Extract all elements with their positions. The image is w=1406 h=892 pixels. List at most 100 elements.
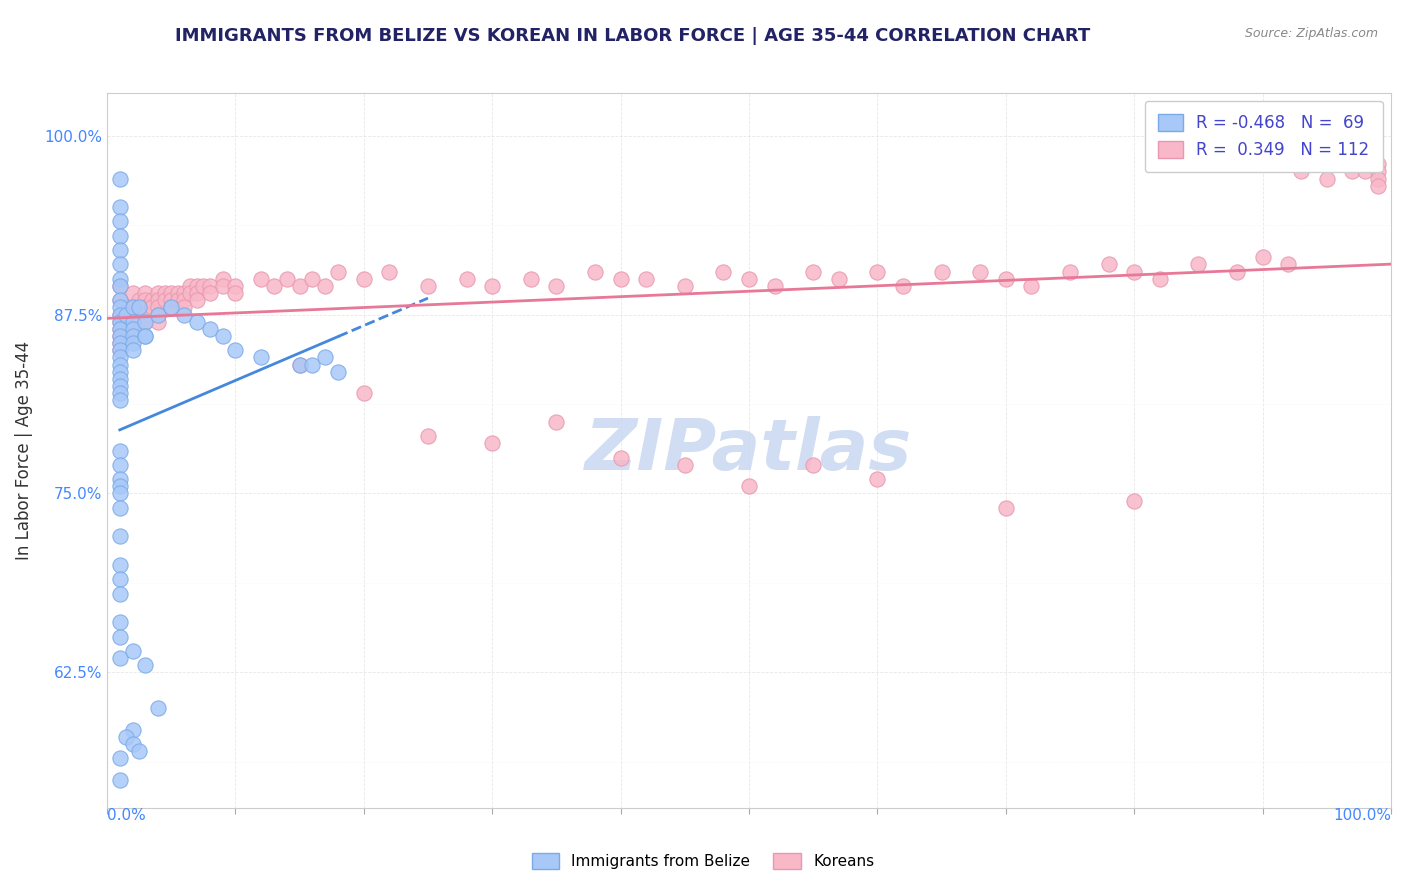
Point — [134, 308, 156, 322]
Point — [148, 293, 170, 308]
Point — [546, 415, 568, 429]
Point — [108, 651, 131, 665]
Point — [1187, 257, 1209, 271]
Point — [134, 315, 156, 329]
Point — [673, 458, 696, 472]
Point — [148, 301, 170, 315]
Point — [108, 214, 131, 228]
Point — [108, 472, 131, 486]
Point — [134, 658, 156, 673]
Point — [211, 271, 233, 285]
Point — [128, 308, 150, 322]
Point — [108, 386, 131, 401]
Point — [108, 529, 131, 543]
Point — [186, 293, 208, 308]
Point — [141, 293, 163, 308]
Point — [456, 271, 478, 285]
Point — [121, 315, 143, 329]
Point — [108, 751, 131, 765]
Legend: R = -0.468   N =  69, R =  0.349   N = 112: R = -0.468 N = 69, R = 0.349 N = 112 — [1144, 101, 1382, 172]
Point — [186, 279, 208, 293]
Text: 100.0%: 100.0% — [1333, 808, 1391, 823]
Point — [108, 573, 131, 587]
Point — [1021, 279, 1043, 293]
Point — [108, 772, 131, 787]
Point — [738, 271, 761, 285]
Point — [108, 308, 131, 322]
Point — [1367, 171, 1389, 186]
Point — [1123, 264, 1146, 278]
Point — [1367, 157, 1389, 171]
Point — [128, 293, 150, 308]
Point — [128, 744, 150, 758]
Point — [115, 301, 138, 315]
Y-axis label: In Labor Force | Age 35-44: In Labor Force | Age 35-44 — [15, 341, 32, 560]
Point — [173, 301, 195, 315]
Point — [173, 308, 195, 322]
Point — [108, 322, 131, 336]
Point — [121, 301, 143, 315]
Point — [583, 264, 606, 278]
Point — [1316, 171, 1339, 186]
Point — [134, 293, 156, 308]
Point — [994, 500, 1017, 515]
Point — [108, 329, 131, 343]
Point — [108, 443, 131, 458]
Point — [1354, 164, 1376, 178]
Point — [148, 308, 170, 322]
Point — [1367, 178, 1389, 193]
Point — [108, 372, 131, 386]
Text: Source: ZipAtlas.com: Source: ZipAtlas.com — [1244, 27, 1378, 40]
Point — [121, 329, 143, 343]
Point — [166, 286, 188, 301]
Point — [128, 315, 150, 329]
Point — [108, 358, 131, 372]
Point — [148, 308, 170, 322]
Point — [108, 336, 131, 351]
Text: ZIPatlas: ZIPatlas — [585, 416, 912, 485]
Point — [134, 329, 156, 343]
Point — [763, 279, 786, 293]
Point — [108, 558, 131, 572]
Point — [801, 458, 824, 472]
Point — [108, 279, 131, 293]
Point — [134, 315, 156, 329]
Legend: Immigrants from Belize, Koreans: Immigrants from Belize, Koreans — [526, 847, 880, 875]
Point — [108, 293, 131, 308]
Point — [301, 358, 323, 372]
Point — [673, 279, 696, 293]
Point — [186, 315, 208, 329]
Point — [326, 264, 349, 278]
Point — [108, 301, 131, 315]
Point — [108, 243, 131, 257]
Point — [134, 329, 156, 343]
Point — [481, 279, 503, 293]
Point — [211, 279, 233, 293]
Point — [481, 436, 503, 450]
Point — [186, 286, 208, 301]
Point — [866, 264, 889, 278]
Point — [108, 293, 131, 308]
Point — [108, 630, 131, 644]
Point — [166, 293, 188, 308]
Point — [179, 279, 201, 293]
Point — [1251, 250, 1274, 264]
Point — [193, 279, 215, 293]
Point — [121, 343, 143, 358]
Point — [314, 279, 336, 293]
Point — [121, 644, 143, 658]
Point — [1277, 257, 1299, 271]
Point — [173, 293, 195, 308]
Point — [108, 200, 131, 214]
Point — [121, 322, 143, 336]
Point — [121, 315, 143, 329]
Point — [134, 286, 156, 301]
Point — [108, 343, 131, 358]
Point — [288, 279, 311, 293]
Point — [121, 336, 143, 351]
Point — [288, 358, 311, 372]
Point — [108, 171, 131, 186]
Point — [198, 279, 221, 293]
Point — [801, 264, 824, 278]
Point — [121, 286, 143, 301]
